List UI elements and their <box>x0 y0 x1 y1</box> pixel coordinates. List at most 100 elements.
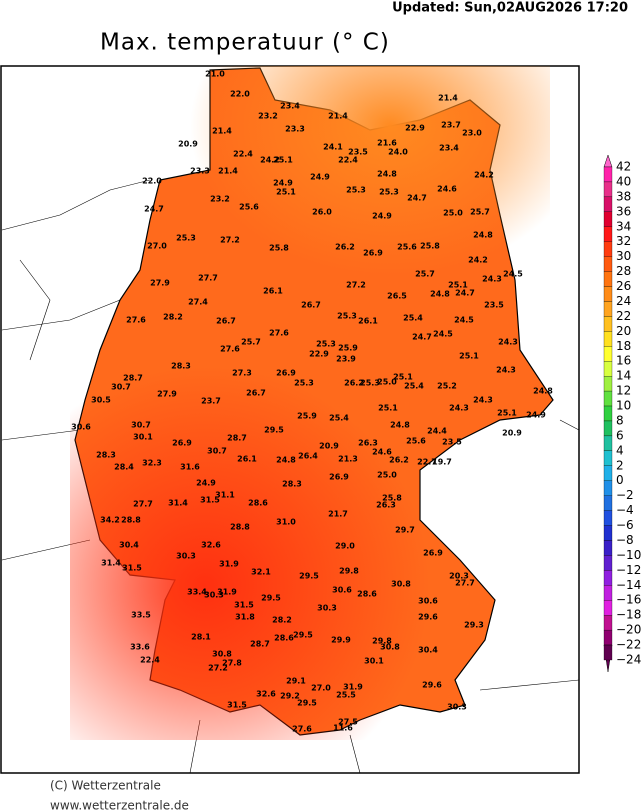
station-value: 31.5 <box>227 701 247 710</box>
station-value: 27.2 <box>346 281 366 290</box>
stations: 21.022.023.423.221.421.423.3 22.9 23.723.0… <box>71 70 553 734</box>
station-value: 23.4 <box>439 144 459 153</box>
station-value: 25.3 <box>379 188 399 197</box>
station-value: 24.7 <box>144 205 164 214</box>
station-value: 26.9 <box>329 473 349 482</box>
station-value: 21.4 <box>438 94 458 103</box>
station-value: 31.0 <box>276 518 296 527</box>
station-value: 25.3 <box>360 379 380 388</box>
station-value: 24.3 <box>496 366 516 375</box>
station-value: 24.9 <box>196 479 216 488</box>
colorbar-box <box>603 510 613 526</box>
station-value: 33.4 <box>187 588 207 597</box>
station-value: 28.3 <box>282 480 302 489</box>
station-value: 20.9 <box>319 442 339 451</box>
colorbar-tip <box>603 154 613 168</box>
station-value: 24.3 <box>482 275 502 284</box>
colorbar-label: 24 <box>616 294 631 308</box>
colorbar-box <box>603 286 613 302</box>
station-value: 27.9 <box>150 279 170 288</box>
station-value: 26.9 <box>423 549 443 558</box>
station-value: 26.0 <box>312 208 332 217</box>
colorbar-label: −4 <box>616 503 634 517</box>
station-value: 26.7 <box>216 317 236 326</box>
colorbar-box <box>603 644 613 661</box>
station-value: 24.8 <box>430 290 450 299</box>
station-value: 29.6 <box>418 613 438 622</box>
station-value: 25.1 <box>378 404 398 413</box>
station-value: 22.4 <box>233 150 253 159</box>
station-value: 25.5 <box>336 691 356 700</box>
station-value: 25.1 <box>497 409 517 418</box>
station-value: 24.5 <box>433 330 453 339</box>
station-value: 24.8 <box>473 231 493 240</box>
colorbar-label: 2 <box>616 458 624 472</box>
colorbar-label: 32 <box>616 234 631 248</box>
colorbar-label: −8 <box>616 533 634 547</box>
station-value: 26.1 <box>358 317 378 326</box>
colorbar-label: 40 <box>616 174 631 188</box>
station-value: 25.9 <box>297 412 317 421</box>
station-value: 25.4 <box>329 414 349 423</box>
station-value: 31.1 <box>215 491 235 500</box>
station-value: 29.5 <box>299 572 319 581</box>
cool-area <box>150 66 550 366</box>
station-value: 33.6 <box>130 643 150 652</box>
colorbar-box <box>603 570 613 586</box>
colorbar-box <box>603 316 613 332</box>
station-value: 26.3 <box>376 501 396 510</box>
colorbar-box <box>603 540 613 556</box>
station-value: 28.7 <box>123 374 143 383</box>
station-value: 25.8 <box>269 244 289 253</box>
station-value: 28.3 <box>171 362 191 371</box>
station-value: 24.6 <box>437 185 457 194</box>
station-value: 21.7 <box>328 510 348 519</box>
colorbar-box <box>603 301 613 317</box>
station-value: 24.9 <box>310 173 330 182</box>
station-value: 26.1 <box>263 287 283 296</box>
station-value: 24.4 <box>427 427 447 436</box>
station-value: 23.4 <box>280 102 300 111</box>
colorbar-box <box>603 390 613 407</box>
station-value: 19.7 <box>432 458 452 467</box>
colorbar-label: 42 <box>616 160 631 174</box>
url: www.wetterzentrale.de <box>50 799 189 812</box>
updated: Updated: Sun,02AUG2026 17:20 <box>392 1 628 16</box>
station-value: 30.6 <box>418 597 438 606</box>
colorbar-box <box>603 241 613 257</box>
colorbar-box <box>603 615 613 631</box>
colorbar-label: −10 <box>616 548 641 562</box>
colorbar-label: 20 <box>616 324 631 338</box>
station-value: 24.9 <box>273 179 293 188</box>
station-value: 27.6 <box>269 329 289 338</box>
station-value: 25.8 <box>382 494 402 503</box>
station-value: 23.5 <box>348 148 368 157</box>
station-value: 24.3 <box>473 396 493 405</box>
colorbar-box <box>603 271 613 287</box>
station-value: 30.7 <box>111 383 131 392</box>
station-value: 31.5 <box>122 564 142 573</box>
station-value: 28.7 <box>250 640 270 649</box>
station-value: 31.9 <box>217 588 237 597</box>
station-value: 25.4 <box>403 314 423 323</box>
station-value: 27.8 <box>222 659 242 668</box>
station-value: 30.8 <box>380 643 400 652</box>
station-value: 20.3 <box>449 572 469 581</box>
colorbar-box <box>603 480 613 496</box>
station-value: 30.8 <box>212 650 232 659</box>
station-value: 24.5 <box>503 270 523 279</box>
station-value: 24.8 <box>377 170 397 179</box>
station-value: 31.9 <box>219 560 239 569</box>
station-value: 24.2 <box>468 256 488 265</box>
station-value: 30.3 <box>317 604 337 613</box>
station-value: 26.3 <box>358 439 378 448</box>
colorbar-box <box>603 405 613 422</box>
station-value: 23.3 <box>190 167 210 176</box>
station-value: 26.1 <box>237 455 257 464</box>
colorbar-box <box>603 465 613 481</box>
station-value: 25.1 <box>273 156 293 165</box>
colorbar-label: 14 <box>616 369 631 383</box>
station-value: 26.2 <box>335 243 355 252</box>
station-value: 20.9 <box>502 429 522 438</box>
station-value: 25.3 <box>337 312 357 321</box>
